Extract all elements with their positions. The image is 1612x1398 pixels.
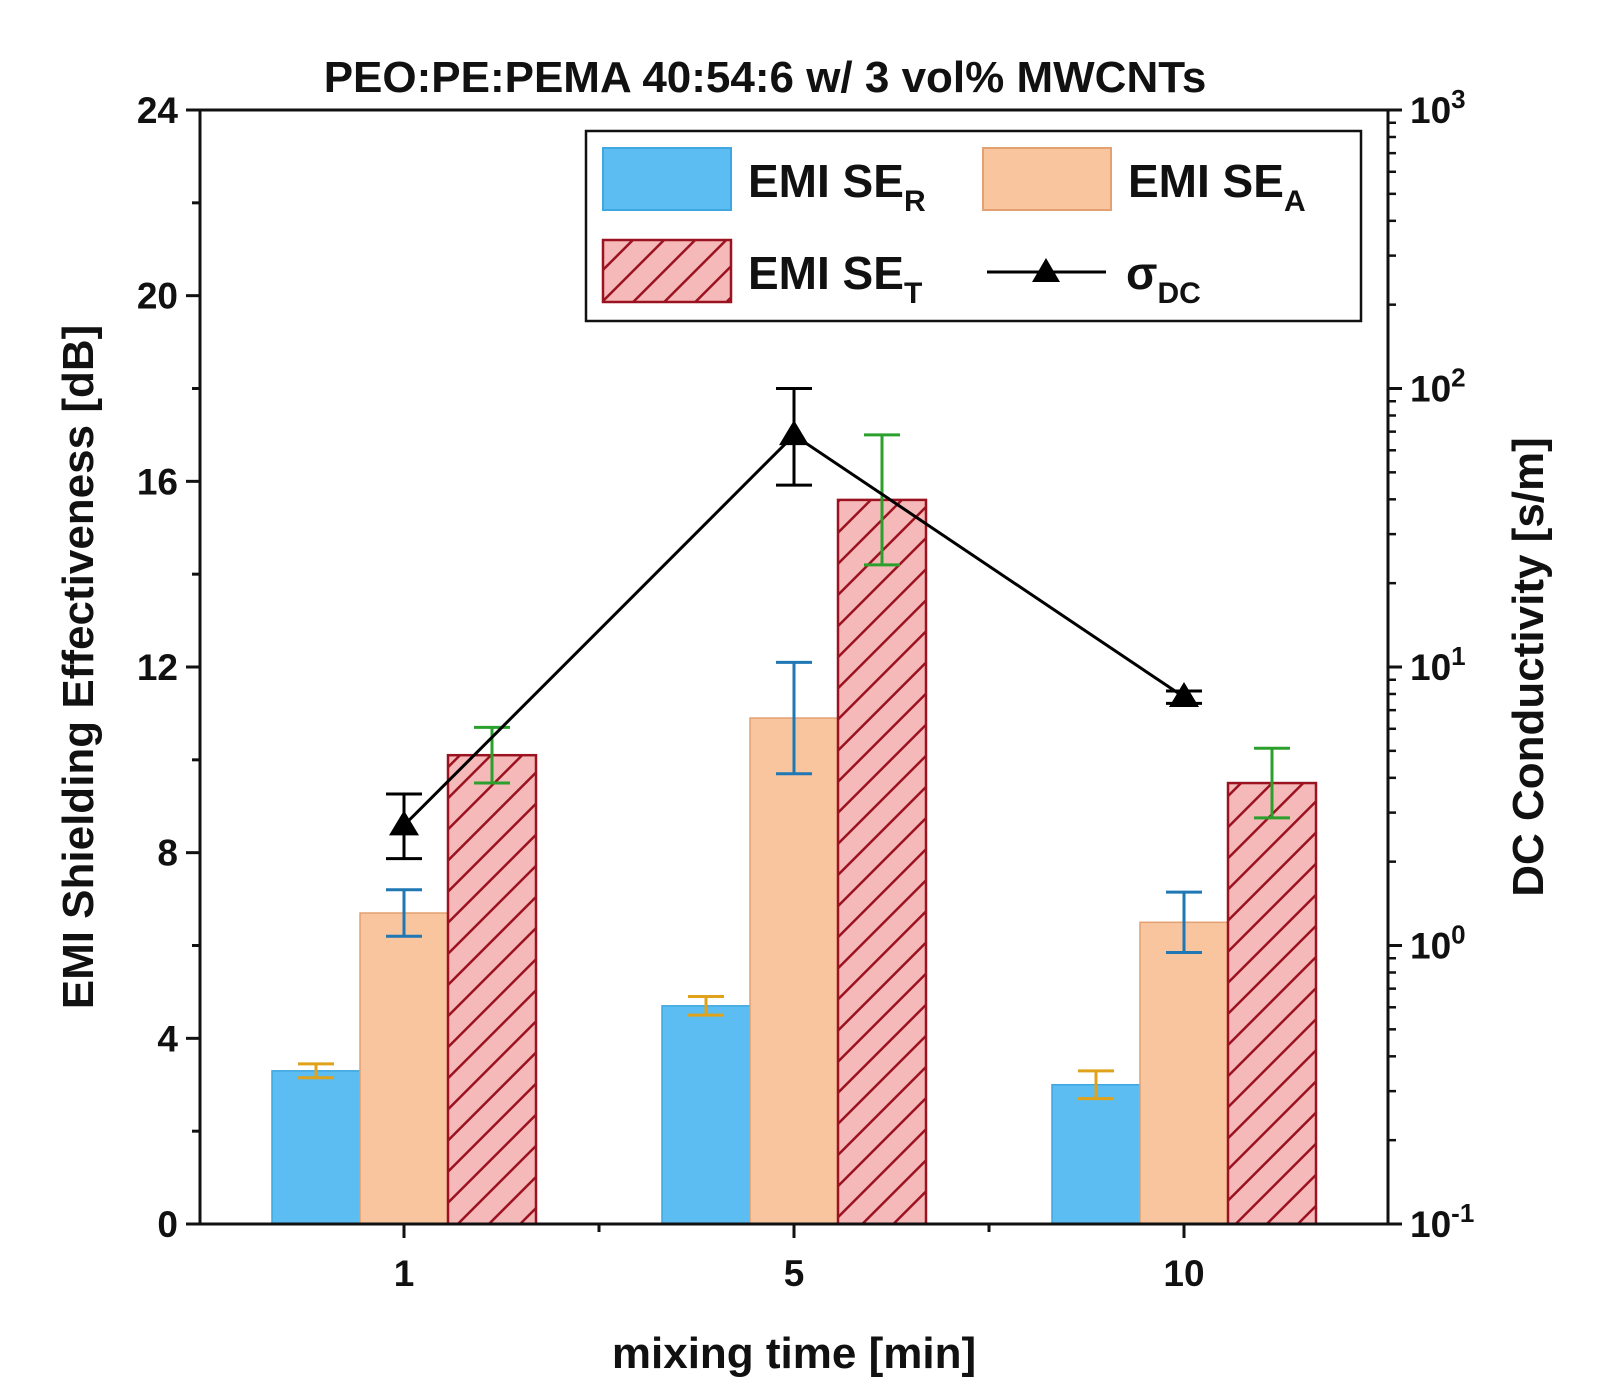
legend: EMI SER EMI SEA EMI SET σDC — [584, 129, 1363, 323]
bar-se-t-1 — [446, 753, 538, 1226]
bars-layer — [271, 433, 1318, 1226]
y2-tick-label-0: 100 — [1410, 920, 1466, 967]
bar-se-a-5 — [749, 717, 839, 1225]
bar-se-a-10 — [1139, 921, 1229, 1225]
x-tick-label-5: 5 — [784, 1253, 805, 1294]
legend-marker-triangle — [1032, 258, 1060, 282]
y2-tick-label-1: 101 — [1410, 641, 1466, 688]
y2-tick-label--1: 10-1 — [1410, 1198, 1474, 1245]
y-tick-label-20: 20 — [137, 276, 178, 317]
y-axis-title: EMI Shielding Effectiveness [dB] — [54, 325, 103, 1010]
y2-tick-label-3: 103 — [1410, 84, 1466, 131]
y-tick-label-12: 12 — [137, 647, 178, 688]
bar-se-t-10 — [1226, 781, 1318, 1226]
y-tick-label-4: 4 — [157, 1018, 178, 1059]
sigma-point-5 — [779, 420, 809, 446]
bar-se-t-5 — [836, 498, 928, 1226]
legend-swatch-se-r — [602, 147, 732, 211]
bar-se-r-10 — [1051, 1084, 1141, 1225]
x-axis-ticks: 1 5 10 — [394, 1224, 1205, 1294]
y2-axis-ticks: 10-1 100 101 102 103 — [1388, 84, 1474, 1245]
bar-se-r-1 — [271, 1070, 361, 1225]
y-tick-label-8: 8 — [157, 833, 178, 874]
bar-se-r-5 — [661, 1005, 751, 1225]
chart-title: PEO:PE:PEMA 40:54:6 w/ 3 vol% MWCNTs — [324, 53, 1207, 102]
x-axis-title: mixing time [min] — [612, 1329, 976, 1378]
legend-swatch-se-t — [601, 238, 733, 304]
sigma-point-10 — [1169, 682, 1199, 708]
x-tick-label-10: 10 — [1163, 1253, 1204, 1294]
legend-label-se-r: EMI SER — [748, 155, 926, 218]
legend-label-sigma: σDC — [1126, 247, 1201, 310]
y2-tick-label-2: 102 — [1410, 363, 1466, 410]
x-tick-label-1: 1 — [394, 1253, 415, 1294]
y-tick-label-0: 0 — [157, 1204, 178, 1245]
conductivity-line-layer — [386, 387, 1202, 861]
y-tick-label-24: 24 — [137, 90, 179, 131]
bar-se-a-1 — [359, 912, 449, 1225]
legend-swatch-se-a — [982, 147, 1112, 211]
y-axis-ticks: 0 4 8 12 16 20 24 — [137, 90, 200, 1245]
y-tick-label-16: 16 — [137, 461, 178, 502]
y2-axis-title: DC Conductivity [s/m] — [1504, 437, 1553, 897]
sigma-point-1 — [389, 810, 419, 836]
legend-label-se-a: EMI SEA — [1128, 155, 1306, 218]
legend-label-se-t: EMI SET — [748, 247, 922, 310]
